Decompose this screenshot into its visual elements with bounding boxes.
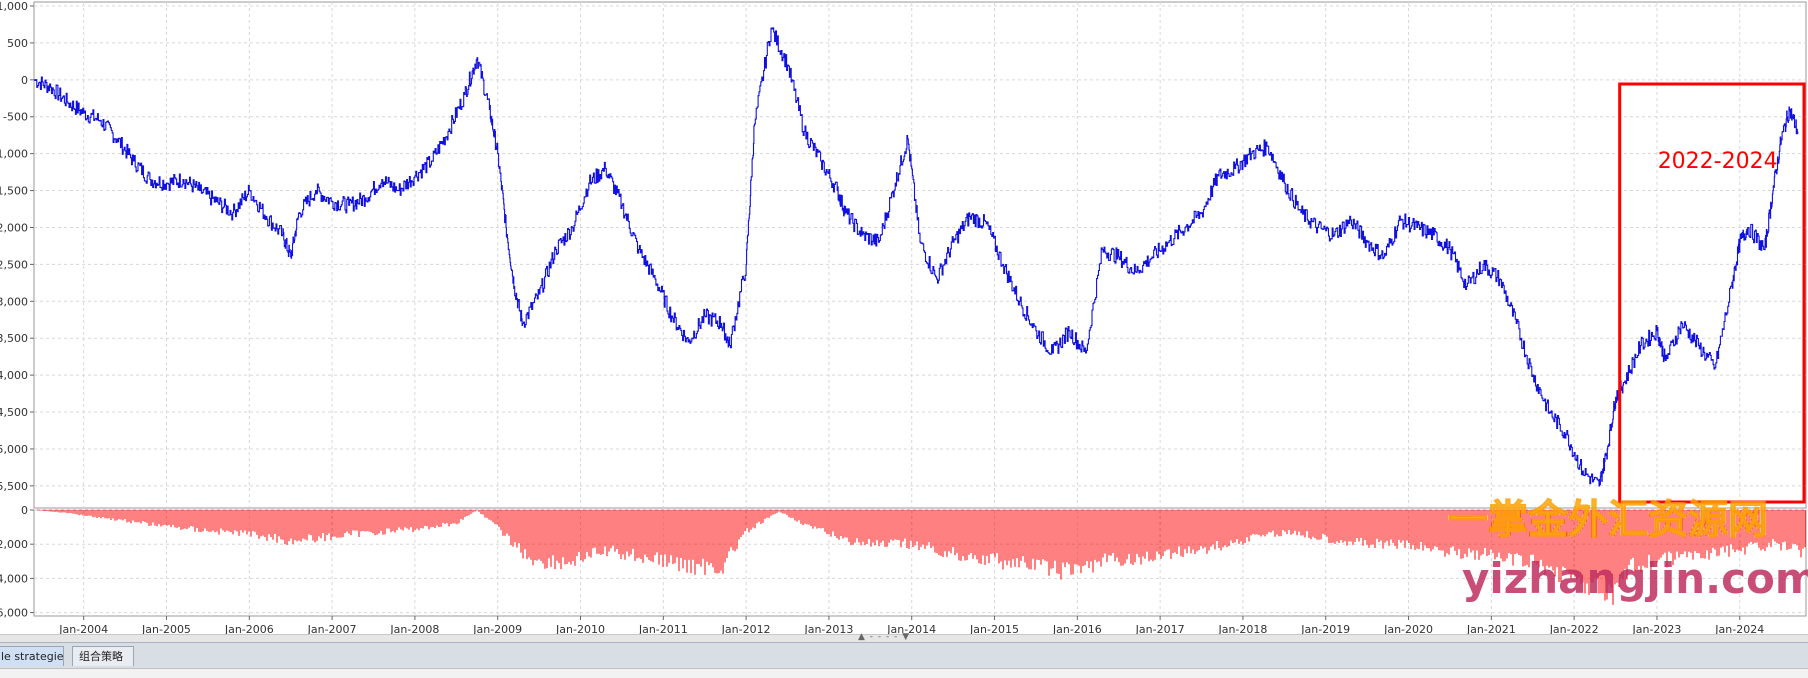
x-tick-label: Jan-2017 xyxy=(1135,623,1185,634)
x-tick-label: Jan-2021 xyxy=(1466,623,1516,634)
drawdown-y-tick-label: -2,000 xyxy=(0,538,28,551)
equity-y-tick-label: -2,000 xyxy=(0,221,28,234)
x-tick-label: Jan-2014 xyxy=(886,623,936,634)
equity-y-tick-label: -4,500 xyxy=(0,406,28,419)
x-tick-label: Jan-2012 xyxy=(721,623,771,634)
x-tick-label: Jan-2007 xyxy=(307,623,357,634)
tab-combined-strategies[interactable]: 组合策略 xyxy=(72,646,134,666)
highlight-label: 2022-2024 xyxy=(1658,149,1778,174)
chart-area: 1,000 500 0 -500 -1,000 -1,500 -2,000 -2,500 -3,… xyxy=(0,0,1808,634)
x-tick-label: Jan-2004 xyxy=(58,623,108,634)
drawdown-panel-border xyxy=(33,509,1807,617)
x-tick-label: Jan-2013 xyxy=(803,623,853,634)
x-tick-label: Jan-2019 xyxy=(1300,623,1350,634)
equity-line xyxy=(34,27,1799,487)
watermark-chinese: 一掌金外汇资源网 xyxy=(1448,497,1768,543)
x-tick-label: Jan-2008 xyxy=(389,623,439,634)
x-tick-label: Jan-2015 xyxy=(969,623,1019,634)
tab-single-strategies[interactable]: le strategies xyxy=(0,646,64,666)
equity-panel: 1,000 500 0 -500 -1,000 -1,500 -2,000 -2,500 -3,… xyxy=(0,0,1807,509)
watermark: 一掌金外汇资源网 yizhangjin.com xyxy=(1448,497,1808,604)
x-tick-label: Jan-2023 xyxy=(1631,623,1681,634)
x-tick-label: Jan-2022 xyxy=(1549,623,1599,634)
x-tick-label: Jan-2024 xyxy=(1714,623,1764,634)
highlight-box xyxy=(1618,82,1806,504)
equity-y-tick-label: -1,000 xyxy=(0,148,28,161)
drawdown-y-tick-label: 0 xyxy=(21,504,28,517)
drawdown-y-tick-label: -6,000 xyxy=(0,607,28,620)
drawdown-y-tick-label: -4,000 xyxy=(0,572,28,585)
equity-y-tick-label: -5,000 xyxy=(0,443,28,456)
x-tick-label: Jan-2020 xyxy=(1383,623,1433,634)
panel-splitter[interactable]: ▲ - - - - ▼ xyxy=(0,632,1808,643)
x-axis: Jan-2004 Jan-2005 Jan-2006 Jan-2007 Jan-2008… xyxy=(58,616,1764,634)
equity-y-tick-label: 500 xyxy=(7,37,28,50)
equity-y-tick-label: 0 xyxy=(21,74,28,87)
x-tick-label: Jan-2018 xyxy=(1217,623,1267,634)
highlight-annotation: 2022-2024 xyxy=(1618,82,1806,504)
equity-y-tick-label: -500 xyxy=(3,111,28,124)
equity-y-tick-label: -3,000 xyxy=(0,295,28,308)
equity-y-tick-label: 1,000 xyxy=(0,0,28,13)
x-tick-label: Jan-2011 xyxy=(638,623,688,634)
equity-y-tick-label: -4,000 xyxy=(0,369,28,382)
equity-y-tick-label: -3,500 xyxy=(0,332,28,345)
x-tick-label: Jan-2010 xyxy=(555,623,605,634)
watermark-url: yizhangjin.com xyxy=(1462,554,1808,603)
x-tick-label: Jan-2016 xyxy=(1052,623,1102,634)
x-tick-label: Jan-2006 xyxy=(224,623,274,634)
drawdown-panel: 0 -2,000 -4,000 -6,000 xyxy=(0,504,1807,620)
equity-y-tick-label: -1,500 xyxy=(0,185,28,198)
x-tick-label: Jan-2005 xyxy=(141,623,191,634)
status-strip xyxy=(0,668,1808,678)
x-tick-label: Jan-2009 xyxy=(472,623,522,634)
equity-y-tick-label: -2,500 xyxy=(0,258,28,271)
tab-bar: le strategies 组合策略 xyxy=(0,642,1808,669)
equity-panel-border xyxy=(33,1,1807,509)
equity-y-tick-label: -5,500 xyxy=(0,480,28,493)
splitter-handle[interactable]: ▲ - - - - ▼ xyxy=(858,632,911,642)
